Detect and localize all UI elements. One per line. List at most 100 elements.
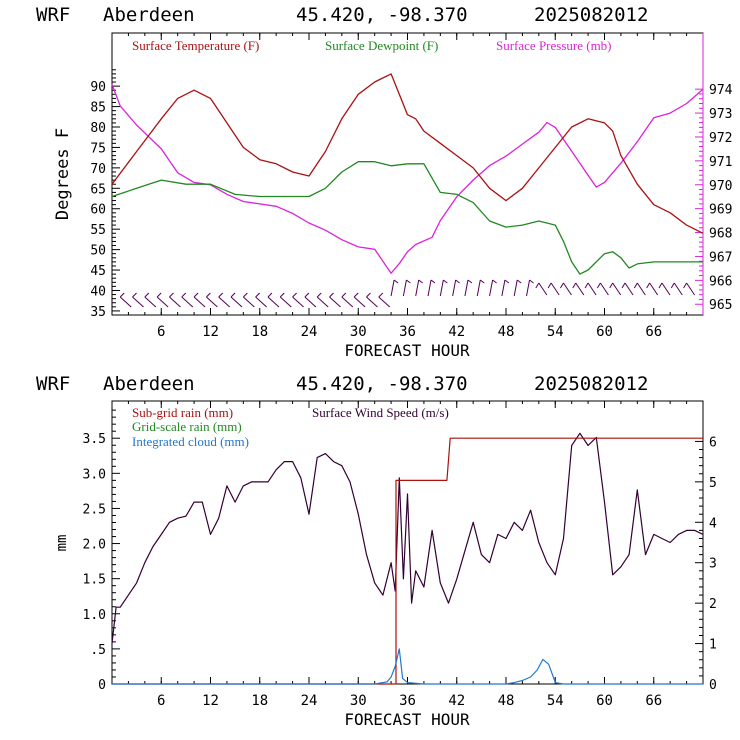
wind-barb-flag xyxy=(492,279,497,284)
wind-barb xyxy=(415,279,420,297)
bottom-y2tick-label: 0 xyxy=(709,678,717,693)
dewpoint-line xyxy=(111,161,703,275)
top-ytick-label: 60 xyxy=(90,203,106,218)
bottom-x-axis: 6 12 18 24 30 36 42 48 54 60 66 xyxy=(127,401,688,709)
wind-barb-flag xyxy=(366,292,371,298)
bottom-xtick-label: 54 xyxy=(547,693,564,709)
wind-barb xyxy=(550,282,560,296)
top-header-coords: 45.420, -98.370 xyxy=(296,4,468,26)
bottom-header-model: WRF xyxy=(36,373,70,395)
top-y2tick-label: 972 xyxy=(709,131,732,146)
wind-barb xyxy=(144,296,157,308)
wind-barb xyxy=(575,282,585,296)
top-ytick-label: 65 xyxy=(90,182,106,197)
top-ytick-label: 55 xyxy=(90,223,106,238)
pressure-line xyxy=(111,84,704,274)
bottom-ytick-label: 3.5 xyxy=(83,432,106,447)
top-xtick-label: 66 xyxy=(645,324,662,340)
top-ytick-label: 90 xyxy=(90,80,106,95)
wind-barb xyxy=(599,282,609,296)
wind-barb xyxy=(255,296,267,308)
wind-barb xyxy=(353,296,366,308)
top-ylabel: Degrees F xyxy=(53,128,73,220)
top-header-model: WRF xyxy=(36,4,70,26)
top-y2tick-label: 973 xyxy=(709,107,732,122)
top-x-axis: 6 12 18 24 30 36 42 48 54 60 66 xyxy=(127,33,688,340)
wind-barb-flag xyxy=(181,292,187,298)
wind-barb-flag xyxy=(560,282,564,289)
top-xtick-label: 6 xyxy=(157,324,165,340)
bottom-xtick-label: 42 xyxy=(448,693,465,709)
legend-dew: Surface Dewpoint (F) xyxy=(325,38,438,53)
wind-barb-flag xyxy=(169,292,174,298)
wind-barb xyxy=(563,282,572,296)
wind-barb xyxy=(673,282,683,296)
wind-barb-flag xyxy=(378,292,384,298)
bottom-xtick-label: 60 xyxy=(596,693,613,709)
top-ytick-label: 50 xyxy=(90,244,106,259)
wind-barb-flag xyxy=(455,279,460,284)
bottom-y2tick-label: 1 xyxy=(709,638,717,653)
wind-barb-flag xyxy=(279,292,285,298)
bottom-left-axis: 0 .5 1.0 1.5 2.0 2.5 3.0 3.5 xyxy=(83,409,120,693)
wind-barb-flag xyxy=(479,279,485,284)
wind-barb-flag xyxy=(316,292,322,298)
wind-barb xyxy=(119,296,132,308)
wind-barb-flag xyxy=(609,282,614,289)
bottom-ytick-label: 3.0 xyxy=(83,467,106,482)
bottom-series-group xyxy=(111,432,704,685)
wind-barb-flag xyxy=(547,282,552,289)
top-xtick-label: 24 xyxy=(301,324,318,340)
wind-barb xyxy=(193,296,206,308)
wind-barb xyxy=(402,279,407,297)
top-ytick-label: 35 xyxy=(90,305,106,320)
wind-barb xyxy=(649,282,659,296)
wind-barb xyxy=(439,279,444,297)
top-y2tick-label: 967 xyxy=(709,250,732,265)
bottom-header-run: 2025082012 xyxy=(534,373,648,395)
wind-barb xyxy=(341,296,354,308)
wind-barb-flag xyxy=(353,292,359,298)
top-xtick-label: 36 xyxy=(399,324,416,340)
wind-barb xyxy=(242,296,255,308)
bottom-y2tick-label: 5 xyxy=(709,476,717,491)
bottom-xtick-label: 6 xyxy=(157,693,165,709)
wind-barb-flag xyxy=(242,292,248,298)
bottom-xtick-label: 30 xyxy=(350,693,367,709)
legend-wind: Surface Wind Speed (m/s) xyxy=(312,405,449,420)
legend-gridscale: Grid-scale rain (mm) xyxy=(132,419,242,434)
wind-barb-flag xyxy=(144,292,150,298)
bottom-ytick-label: 2.0 xyxy=(83,538,106,553)
wind-barb-flag xyxy=(304,292,310,298)
wind-barb xyxy=(279,296,292,308)
bottom-xtick-label: 24 xyxy=(301,693,318,709)
wind-barb xyxy=(378,296,391,308)
legend-subgrid: Sub-grid rain (mm) xyxy=(132,405,233,420)
wind-barb xyxy=(464,279,469,297)
top-xlabel: FORECAST HOUR xyxy=(344,341,470,360)
wind-barb xyxy=(156,296,169,308)
bottom-y2tick-label: 6 xyxy=(709,435,717,450)
top-left-axis: 35 40 45 50 55 60 65 70 75 80 85 90 xyxy=(90,69,120,320)
wind-barb xyxy=(181,296,194,308)
wind-barb xyxy=(513,279,518,297)
bottom-y2tick-label: 3 xyxy=(709,557,717,572)
top-panel-frame xyxy=(111,32,704,316)
top-ytick-label: 45 xyxy=(90,264,106,279)
bottom-ytick-label: 1.0 xyxy=(83,608,106,623)
wind-barb-flag xyxy=(633,282,638,289)
wind-barb-flag xyxy=(646,282,651,289)
wind-barb-flag xyxy=(292,292,297,298)
wind-barb-flag xyxy=(119,292,125,298)
bottom-ytick-label: 1.5 xyxy=(83,573,106,588)
wind-barb-flag xyxy=(504,279,510,284)
wind-barb-flag xyxy=(621,282,626,289)
integrated-cloud-line xyxy=(112,648,703,685)
wind-barb xyxy=(169,296,181,308)
wind-barb-flag xyxy=(596,282,601,289)
wind-barb-flag xyxy=(218,292,224,298)
top-y2tick-label: 968 xyxy=(709,227,732,242)
wind-barb-flag xyxy=(267,292,273,298)
top-header-run: 2025082012 xyxy=(534,4,648,26)
